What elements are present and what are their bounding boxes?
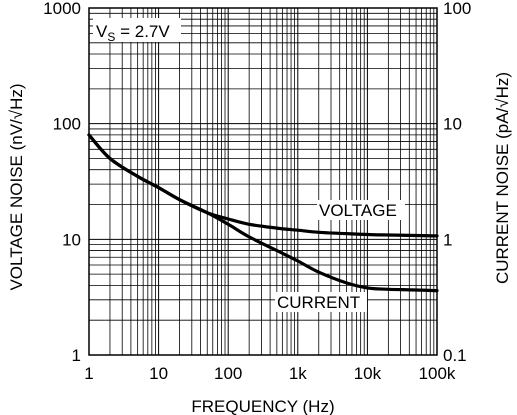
condition-label: VS = 2.7V: [93, 18, 181, 44]
current-series-label: CURRENT: [275, 292, 367, 312]
grid-layer: [88, 7, 438, 356]
tick-layer: 1 10 100 1k 10k 100k 1 10 100 1000 0.1 1 10 100: [43, 0, 471, 383]
right-y-tick-label: 1: [443, 230, 452, 249]
x-tick-label: 100: [214, 364, 242, 383]
plot-frame: [88, 7, 438, 356]
condition-label-background: [93, 18, 181, 42]
left-y-tick-label: 1: [72, 346, 81, 365]
x-tick-label: 10k: [354, 364, 382, 383]
current-label-text: CURRENT: [277, 293, 360, 312]
series-layer: [87, 133, 439, 293]
left-y-tick-label: 1000: [43, 0, 81, 18]
condition-label-value: = 2.7V: [115, 22, 170, 41]
left-y-tick-label: 10: [62, 230, 81, 249]
condition-label-main: V: [96, 22, 108, 41]
current-noise-line: [87, 133, 439, 293]
x-tick-label: 100k: [419, 364, 456, 383]
right-y-tick-label: 10: [443, 115, 462, 134]
condition-label-text: VS = 2.7V: [96, 22, 170, 44]
right-y-axis-title: CURRENT NOISE (pA/√Hz): [493, 72, 512, 284]
left-y-axis-title: VOLTAGE NOISE (nV/√Hz): [7, 83, 26, 290]
current-label-background: [275, 292, 367, 312]
right-y-tick-label: 0.1: [443, 346, 467, 365]
x-tick-label: 1k: [289, 364, 307, 383]
voltage-label-text: VOLTAGE: [319, 201, 397, 220]
x-tick-label: 10: [149, 364, 168, 383]
right-y-tick-label: 100: [443, 0, 471, 18]
x-axis-title: FREQUENCY (Hz): [191, 397, 334, 415]
left-y-tick-label: 100: [53, 115, 81, 134]
condition-label-subscript: S: [107, 30, 115, 44]
voltage-noise-line: [87, 133, 439, 238]
voltage-series-label: VOLTAGE: [317, 200, 405, 220]
x-tick-label: 1: [84, 364, 93, 383]
voltage-label-background: [317, 200, 405, 220]
